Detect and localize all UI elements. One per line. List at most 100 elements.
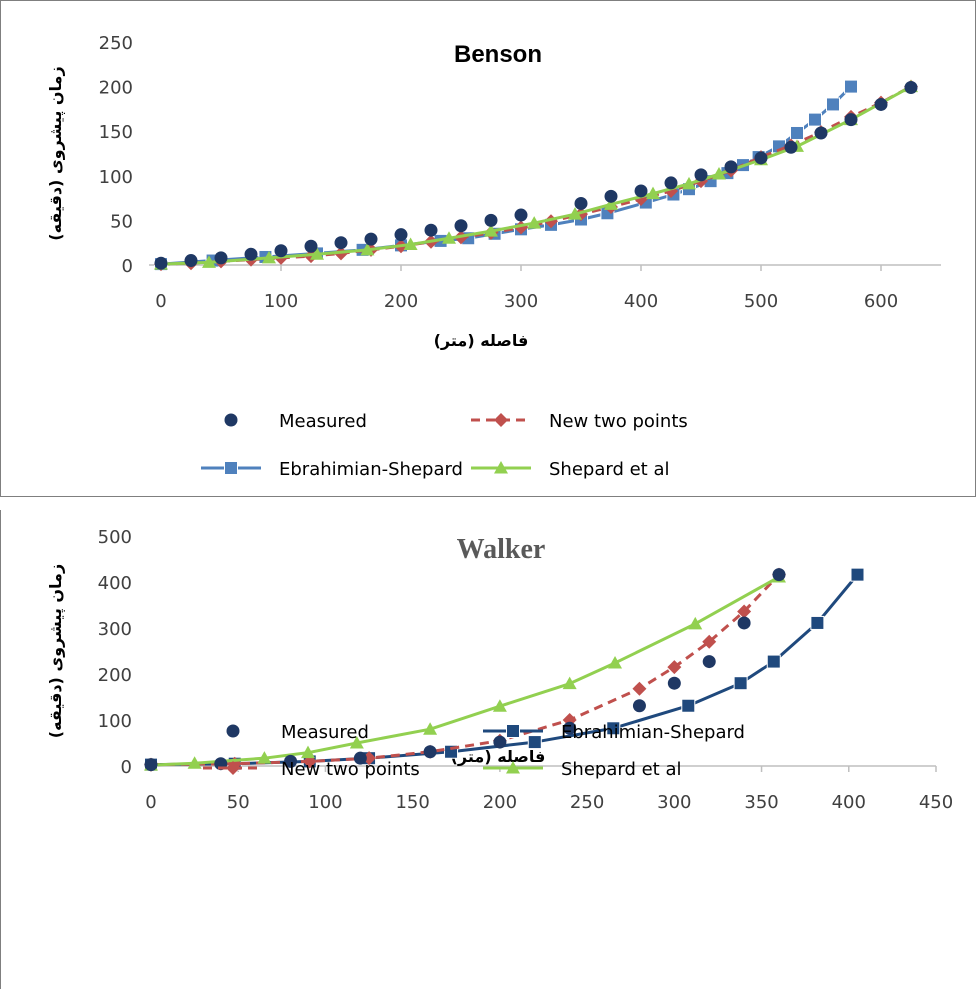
data-point-measured xyxy=(484,213,498,227)
data-point-measured xyxy=(814,126,828,140)
legend-label: Measured xyxy=(279,411,367,432)
data-point-measured xyxy=(632,699,646,713)
data-point-measured xyxy=(634,184,648,198)
data-point-measured xyxy=(667,676,681,690)
data-point-measured xyxy=(423,745,437,759)
data-point-shepard xyxy=(527,216,542,229)
x-tick-label: 350 xyxy=(744,792,778,813)
legend-label: Shepard et al xyxy=(549,459,669,480)
data-point-shepard xyxy=(568,207,582,220)
data-point-measured xyxy=(364,232,378,246)
legend-marker-new_two_points xyxy=(494,413,508,427)
data-point-measured xyxy=(702,655,716,669)
x-tick-label: 250 xyxy=(570,792,604,813)
x-tick-label: 50 xyxy=(227,792,250,813)
legend-label: New two points xyxy=(549,411,688,432)
chart-panel-walker: 0 50 100 150 200 250 300 350 400 450 0 100 200 300 400… xyxy=(0,510,976,989)
data-point-ebrahimian xyxy=(808,112,822,127)
legend-label: Measured xyxy=(281,722,369,743)
legend-item-ebrahimian: Ebrahimian-Shepard xyxy=(483,722,745,743)
y-tick-label: 200 xyxy=(99,78,133,99)
legend-marker-measured xyxy=(226,724,240,738)
data-point-measured xyxy=(874,97,888,111)
data-point-shepard xyxy=(349,736,364,749)
data-point-shepard xyxy=(604,197,618,210)
data-point-measured xyxy=(353,751,367,765)
data-point-shepard xyxy=(688,616,703,630)
legend-label: Ebrahimian-Shepard xyxy=(561,722,745,743)
y-tick-label: 500 xyxy=(98,527,132,548)
y-tick-label: 50 xyxy=(110,211,133,232)
y-tick-label: 300 xyxy=(98,619,132,640)
legend-label: Ebrahimian-Shepard xyxy=(279,459,463,480)
y-tick-label: 100 xyxy=(98,711,132,732)
data-point-measured xyxy=(784,140,798,154)
y-tick-label: 150 xyxy=(99,122,133,143)
y-tick-label: 200 xyxy=(98,665,132,686)
data-point-ebrahimian xyxy=(606,721,621,736)
data-point-measured xyxy=(493,735,507,749)
data-point-measured xyxy=(724,160,738,174)
data-point-measured xyxy=(563,721,577,735)
data-point-measured xyxy=(154,256,168,270)
data-point-shepard xyxy=(646,186,660,200)
data-point-measured xyxy=(284,754,298,768)
chart-panel-benson: 0 100 200 300 400 500 600 0 50 100 150 200 250 Benson… xyxy=(0,0,976,497)
data-point-shepard xyxy=(403,237,418,250)
x-tick-label: 150 xyxy=(395,792,429,813)
legend-item-measured: Measured xyxy=(226,722,369,743)
data-point-measured xyxy=(574,196,588,210)
data-point-ebrahimian xyxy=(844,79,858,94)
data-point-new_two_points xyxy=(737,604,752,619)
x-tick-label: 200 xyxy=(483,792,517,813)
data-point-measured xyxy=(144,758,158,772)
series-line-ebrahimian xyxy=(160,85,853,266)
data-point-shepard xyxy=(262,250,276,264)
data-point-shepard xyxy=(423,722,438,735)
y-tick-label: 0 xyxy=(121,757,132,778)
x-tick-label: 100 xyxy=(264,291,298,312)
x-tick-label: 400 xyxy=(832,792,866,813)
x-tick-label: 600 xyxy=(864,291,898,312)
legend-item-new_two_points: New two points xyxy=(203,759,420,780)
x-tick-label: 0 xyxy=(155,291,166,312)
y-axis-title: زمان پیشروی (دقیقه) xyxy=(46,564,66,738)
data-point-shepard xyxy=(712,167,726,180)
series-line-shepard xyxy=(160,85,912,266)
legend-marker-new_two_points xyxy=(226,761,240,775)
data-point-measured xyxy=(424,223,438,237)
legend-item-shepard: Shepard et al xyxy=(471,459,669,480)
series-line-new_two_points xyxy=(160,85,912,266)
data-point-ebrahimian xyxy=(850,567,865,582)
legend-item-shepard: Shepard et al xyxy=(483,759,681,780)
data-point-measured xyxy=(274,244,288,258)
data-point-shepard xyxy=(682,176,696,190)
legend-item-measured: Measured xyxy=(224,411,367,432)
data-point-ebrahimian xyxy=(810,615,825,630)
x-tick-label: 200 xyxy=(384,291,418,312)
series-line-ebrahimian xyxy=(150,573,859,767)
legend-item-new_two_points: New two points xyxy=(471,411,688,432)
series-line-new_two_points xyxy=(150,573,781,767)
data-point-shepard xyxy=(562,676,577,690)
data-point-measured xyxy=(904,80,918,94)
x-tick-label: 400 xyxy=(624,291,658,312)
x-tick-label: 300 xyxy=(657,792,691,813)
legend-marker-shepard xyxy=(506,761,520,774)
legend-label: New two points xyxy=(281,759,420,780)
data-point-new_two_points xyxy=(702,634,717,649)
data-point-measured xyxy=(844,113,858,127)
data-point-shepard xyxy=(608,655,623,669)
data-point-shepard xyxy=(484,224,498,237)
data-point-new_two_points xyxy=(632,681,647,696)
data-point-shepard xyxy=(442,231,456,244)
data-point-shepard xyxy=(202,255,216,268)
legend-item-ebrahimian: Ebrahimian-Shepard xyxy=(201,459,463,480)
data-point-shepard xyxy=(360,242,375,256)
data-point-measured xyxy=(214,251,228,265)
x-tick-label: 450 xyxy=(919,792,953,813)
data-point-measured xyxy=(737,616,751,630)
chart-title: Walker xyxy=(457,534,546,565)
x-tick-label: 100 xyxy=(308,792,342,813)
data-point-measured xyxy=(244,247,258,261)
